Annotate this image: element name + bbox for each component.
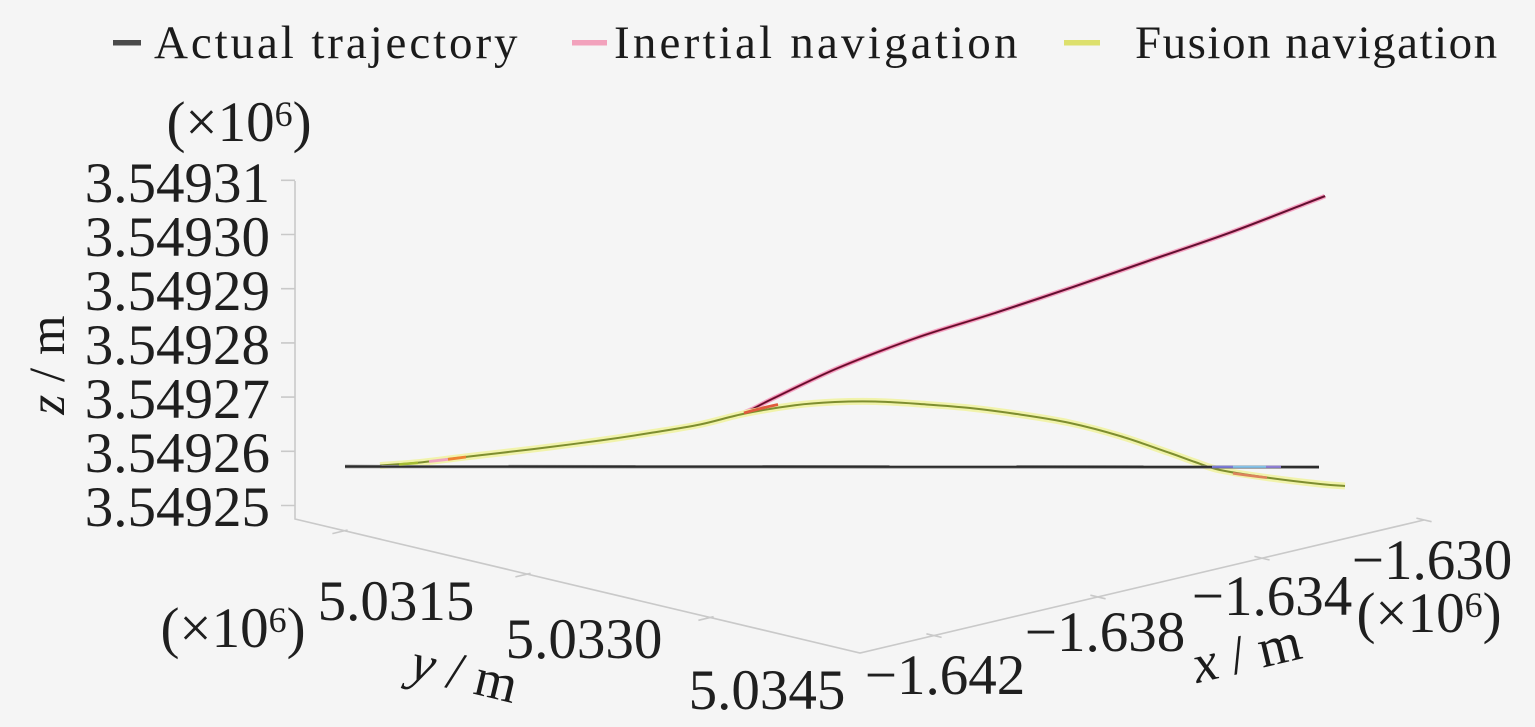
svg-text:−1.642: −1.642 xyxy=(865,644,1025,707)
svg-text:z / m: z / m xyxy=(20,315,76,415)
svg-text:3.54926: 3.54926 xyxy=(85,422,270,485)
svg-text:5.0330: 5.0330 xyxy=(506,608,663,671)
svg-text:(×106): (×106) xyxy=(1356,582,1501,645)
svg-text:−1.638: −1.638 xyxy=(1025,601,1185,664)
svg-text:−1.634: −1.634 xyxy=(1192,565,1352,628)
svg-text:3.54930: 3.54930 xyxy=(85,206,270,269)
svg-text:5.0315: 5.0315 xyxy=(318,570,475,633)
svg-text:(×106): (×106) xyxy=(160,597,305,660)
svg-text:3.54928: 3.54928 xyxy=(85,314,270,377)
svg-text:3.54927: 3.54927 xyxy=(85,368,270,431)
svg-text:−1.630: −1.630 xyxy=(1352,529,1512,592)
svg-text:3.54931: 3.54931 xyxy=(85,152,270,215)
svg-text:3.54929: 3.54929 xyxy=(85,260,270,323)
svg-text:3.54925: 3.54925 xyxy=(85,476,270,539)
svg-text:5.0345: 5.0345 xyxy=(689,659,846,722)
svg-text:(×106): (×106) xyxy=(166,91,311,154)
